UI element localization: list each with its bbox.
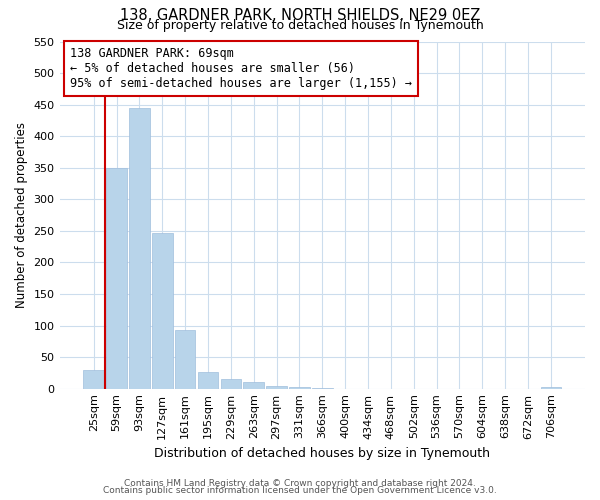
- Text: 138, GARDNER PARK, NORTH SHIELDS, NE29 0EZ: 138, GARDNER PARK, NORTH SHIELDS, NE29 0…: [120, 8, 480, 22]
- Bar: [266, 386, 287, 388]
- Bar: [129, 108, 150, 388]
- X-axis label: Distribution of detached houses by size in Tynemouth: Distribution of detached houses by size …: [154, 447, 490, 460]
- Bar: [541, 387, 561, 388]
- Text: Contains HM Land Registry data © Crown copyright and database right 2024.: Contains HM Land Registry data © Crown c…: [124, 478, 476, 488]
- Bar: [198, 372, 218, 388]
- Bar: [152, 233, 173, 388]
- Bar: [106, 168, 127, 388]
- Bar: [83, 370, 104, 388]
- Bar: [175, 330, 196, 388]
- Bar: [244, 382, 264, 388]
- Bar: [221, 378, 241, 388]
- Text: Size of property relative to detached houses in Tynemouth: Size of property relative to detached ho…: [116, 18, 484, 32]
- Text: 138 GARDNER PARK: 69sqm
← 5% of detached houses are smaller (56)
95% of semi-det: 138 GARDNER PARK: 69sqm ← 5% of detached…: [70, 46, 412, 90]
- Y-axis label: Number of detached properties: Number of detached properties: [15, 122, 28, 308]
- Text: Contains public sector information licensed under the Open Government Licence v3: Contains public sector information licen…: [103, 486, 497, 495]
